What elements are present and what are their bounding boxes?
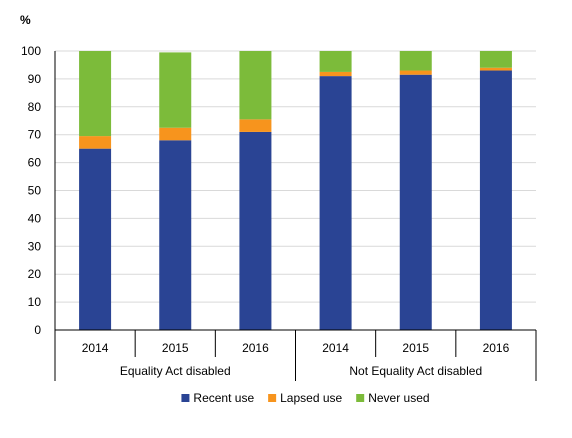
bar-segment-never-used bbox=[319, 51, 352, 72]
bar-segment-recent-use bbox=[479, 70, 512, 330]
y-tick-label: 80 bbox=[28, 100, 42, 114]
bar-segment-lapsed-use bbox=[319, 71, 352, 77]
y-tick-label: 90 bbox=[28, 72, 42, 86]
legend-swatch bbox=[181, 394, 190, 402]
legend-label: Recent use bbox=[193, 391, 254, 405]
x-tick-label: 2015 bbox=[162, 341, 189, 355]
bar-segment-never-used bbox=[479, 51, 512, 68]
axes: 0 10 20 30 40 50 60 70 80 90 100 2014 2015 2016 2014 20… bbox=[21, 44, 537, 381]
y-tick-label: 10 bbox=[28, 295, 42, 309]
bar-segment-never-used bbox=[239, 51, 272, 120]
y-tick-label: 70 bbox=[28, 128, 42, 142]
bar-segment-lapsed-use bbox=[79, 136, 112, 149]
bar-segment-never-used bbox=[79, 51, 112, 137]
bar-segment-lapsed-use bbox=[239, 119, 272, 132]
y-tick-label: 30 bbox=[28, 239, 42, 253]
y-tick-label: 100 bbox=[21, 44, 41, 58]
x-tick-label: 2016 bbox=[242, 341, 269, 355]
group-label: Equality Act disabled bbox=[120, 364, 231, 378]
bars bbox=[79, 51, 512, 330]
legend-swatch bbox=[268, 394, 277, 402]
bar-segment-lapsed-use bbox=[479, 67, 512, 71]
legend-label: Never used bbox=[368, 391, 429, 405]
y-tick-label: 60 bbox=[28, 156, 42, 170]
x-tick-label: 2014 bbox=[82, 341, 109, 355]
y-tick-label: 20 bbox=[28, 267, 42, 281]
bar-segment-lapsed-use bbox=[159, 127, 192, 141]
x-tick-label: 2014 bbox=[322, 341, 349, 355]
group-label: Not Equality Act disabled bbox=[349, 364, 482, 378]
y-axis-unit: % bbox=[20, 13, 31, 27]
y-tick-label: 40 bbox=[28, 211, 42, 225]
bar-segment-never-used bbox=[159, 52, 192, 128]
legend: Recent use Lapsed use Never used bbox=[181, 391, 430, 405]
bar-segment-never-used bbox=[399, 51, 432, 71]
bar-segment-recent-use bbox=[239, 131, 272, 330]
bar-segment-recent-use bbox=[159, 140, 192, 330]
bar-segment-recent-use bbox=[399, 74, 432, 330]
legend-swatch bbox=[356, 394, 365, 402]
x-tick-label: 2015 bbox=[402, 341, 429, 355]
bar-segment-recent-use bbox=[79, 148, 112, 330]
gridlines bbox=[55, 50, 536, 303]
y-tick-label: 0 bbox=[34, 323, 41, 337]
bar-segment-recent-use bbox=[319, 76, 352, 330]
x-tick-label: 2016 bbox=[483, 341, 510, 355]
y-tick-label: 50 bbox=[28, 184, 42, 198]
legend-label: Lapsed use bbox=[280, 391, 342, 405]
bar-segment-lapsed-use bbox=[399, 70, 432, 75]
